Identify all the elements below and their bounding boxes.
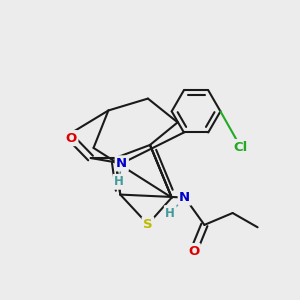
Text: O: O bbox=[188, 244, 199, 258]
Text: N: N bbox=[116, 157, 127, 170]
Text: Cl: Cl bbox=[233, 140, 248, 154]
Text: H: H bbox=[114, 175, 124, 188]
Text: S: S bbox=[143, 218, 153, 231]
Text: O: O bbox=[66, 132, 77, 145]
Text: H: H bbox=[165, 206, 175, 220]
Text: N: N bbox=[179, 191, 190, 204]
